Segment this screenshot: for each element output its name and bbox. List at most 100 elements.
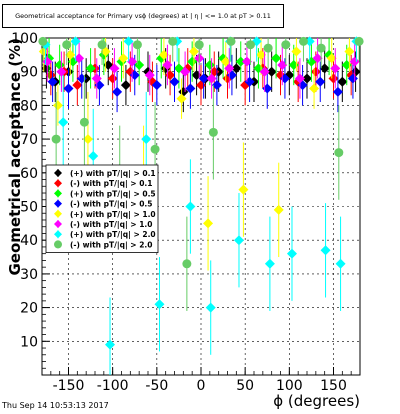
legend-entry-label: (+) with pT/|q| > 0.5 [70,189,156,199]
data-point [354,36,364,46]
data-point [42,56,53,67]
y-tick-label: 80 [20,98,38,114]
data-point [162,59,173,70]
legend-entry-label: (+) with pT/|q| > 1.0 [70,210,156,220]
data-point [52,100,63,111]
x-axis-label: ϕ (degrees) [273,392,360,410]
data-point [169,76,180,87]
data-point [298,36,308,46]
x-tick-label: 0 [197,378,206,394]
data-point [118,53,129,64]
y-tick-label: 60 [20,166,38,182]
legend-entry-label: (-) with pT/|q| > 0.1 [70,179,152,189]
data-point [132,40,142,50]
data-point [63,83,74,94]
data-point [347,73,358,84]
data-point [144,70,155,81]
data-point [315,76,326,87]
data-point [62,40,72,50]
data-point [259,66,270,77]
legend-marker [54,209,62,218]
data-point [309,83,320,94]
data-point [330,63,341,74]
data-point [105,339,116,350]
data-point [263,43,273,53]
data-point [281,40,291,50]
data-point [168,36,178,46]
data-point [319,63,330,74]
data-point [109,63,120,74]
data-point [185,201,196,212]
data-point [79,117,89,127]
legend-marker [54,179,62,188]
data-point [51,134,61,144]
legend-marker [54,169,62,177]
data-point [224,63,235,74]
data-point [310,66,321,77]
x-tick-label: -100 [97,378,129,394]
x-tick-label: 50 [236,378,254,394]
y-tick-label: 50 [20,200,38,216]
data-point [231,63,242,74]
data-point [56,66,67,77]
y-tick-label: 90 [20,65,38,81]
data-point [328,73,339,84]
legend-marker [54,230,62,239]
legend-marker [54,199,62,208]
data-point [277,59,288,70]
data-point [72,80,83,91]
data-point [182,259,192,269]
data-point [312,53,323,64]
legend-marker [54,240,62,249]
data-point [238,184,249,195]
data-point [256,49,267,60]
legend-marker [54,189,62,198]
legend-entry-label: (+) with pT/|q| > 0.1 [70,169,156,179]
data-point [58,117,69,128]
data-point [204,59,215,70]
data-point [198,73,209,84]
data-point [264,258,275,269]
data-point [205,302,216,313]
data-point [112,86,123,97]
data-point [316,43,326,53]
timestamp: Thu Sep 14 10:53:13 2017 [2,401,109,410]
data-point [158,49,169,60]
x-tick-label: 150 [320,378,347,394]
data-point [271,53,282,64]
legend-marker [54,220,62,228]
data-point [332,86,343,97]
data-point [194,40,204,50]
data-point [120,80,131,91]
data-point [266,66,277,77]
data-point [294,73,305,84]
x-tick-label: -150 [53,378,85,394]
data-point [235,56,246,67]
data-point [91,73,102,84]
data-point [107,73,118,84]
data-point [241,56,252,67]
data-point [154,299,165,310]
chart-title: Geometrical acceptance for Primary vsϕ (… [2,4,284,28]
data-point [188,46,199,57]
data-point [286,248,297,259]
data-point [141,134,152,145]
data-point [220,56,231,67]
y-tick-label: 20 [20,301,38,317]
data-point [70,36,81,47]
data-point [85,63,96,74]
data-point [151,80,162,91]
data-point [302,73,312,84]
data-point [233,235,244,246]
legend-entry-label: (-) with pT/|q| > 1.0 [70,220,152,230]
x-tick-label: 100 [276,378,303,394]
data-point [211,80,222,91]
data-point [176,93,187,104]
data-point [337,76,348,87]
data-point [320,245,331,256]
legend-entry-label: (-) with pT/|q| > 2.0 [70,240,152,250]
data-point [74,53,85,64]
data-point [226,36,236,46]
data-point [344,46,355,57]
